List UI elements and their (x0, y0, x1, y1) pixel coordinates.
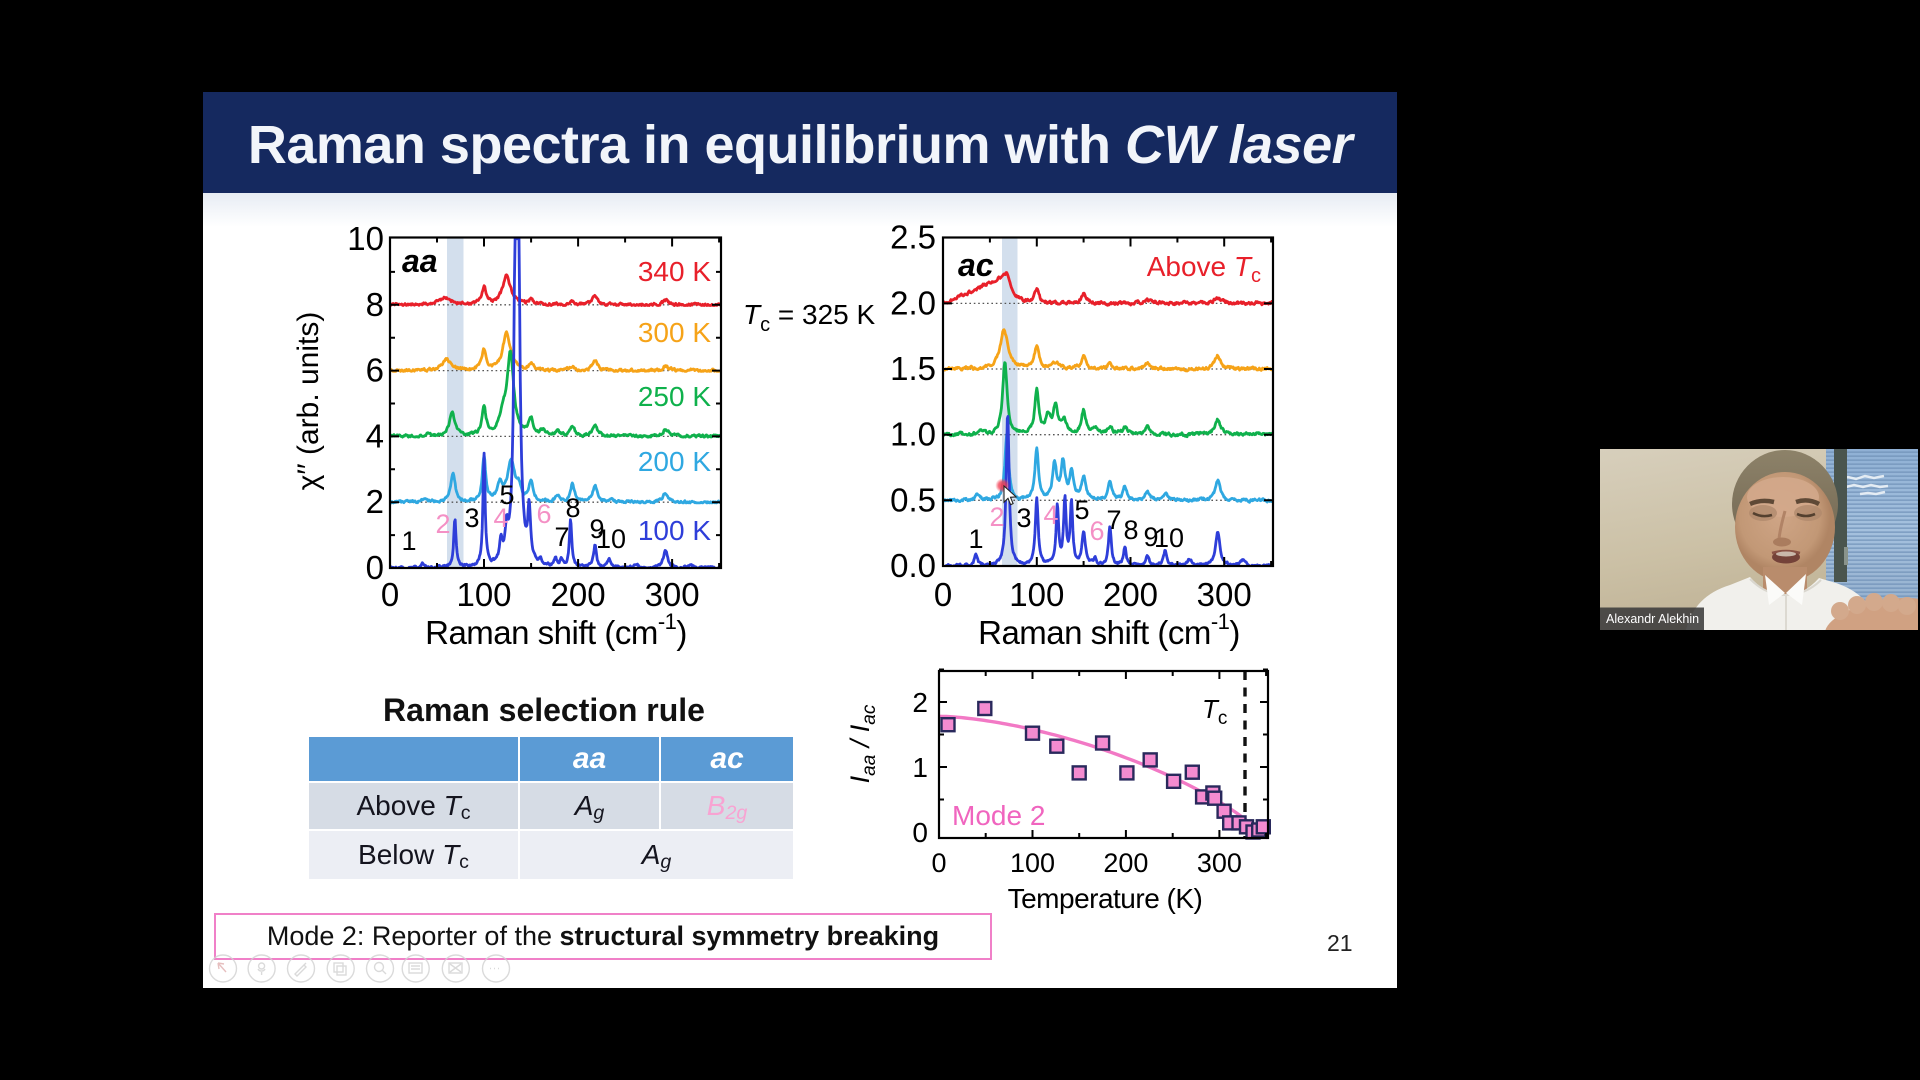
svg-text:0.0: 0.0 (890, 547, 936, 584)
svg-text:300: 300 (1197, 576, 1252, 613)
svg-text:250 K: 250 K (638, 381, 711, 412)
svg-text:8: 8 (565, 493, 580, 523)
svg-text:4: 4 (493, 503, 508, 533)
svg-text:1.5: 1.5 (890, 350, 936, 387)
svg-text:2: 2 (912, 687, 928, 718)
svg-text:Raman shift (cm-1): Raman shift (cm-1) (425, 609, 687, 651)
svg-text:3: 3 (1016, 503, 1031, 533)
svg-text:0: 0 (934, 576, 952, 613)
svg-text:100: 100 (1009, 576, 1064, 613)
svg-text:Raman shift (cm-1): Raman shift (cm-1) (978, 609, 1240, 651)
svg-text:6: 6 (366, 352, 384, 389)
svg-text:10: 10 (347, 220, 384, 257)
svg-text:200: 200 (551, 576, 606, 613)
svg-text:1.0: 1.0 (890, 416, 936, 453)
svg-text:Temperature (K): Temperature (K) (1008, 883, 1203, 914)
svg-text:9: 9 (1143, 522, 1158, 552)
svg-text:Tc: Tc (1202, 694, 1227, 729)
svg-text:5: 5 (1074, 495, 1089, 525)
svg-text:300 K: 300 K (638, 317, 711, 348)
svg-text:100: 100 (1010, 848, 1055, 878)
svg-text:Mode 2: Mode 2 (952, 800, 1045, 831)
svg-text:Tc = 325 K: Tc = 325 K (743, 299, 876, 336)
svg-text:1: 1 (968, 524, 983, 554)
svg-text:10: 10 (596, 524, 626, 554)
svg-text:Alexandr Alekhin: Alexandr Alekhin (1606, 612, 1699, 626)
svg-text:0: 0 (381, 576, 399, 613)
svg-text:0: 0 (366, 549, 384, 586)
svg-text:Iaa / Iac: Iaa / Iac (845, 704, 880, 783)
svg-text:0: 0 (912, 817, 928, 848)
svg-text:8: 8 (366, 286, 384, 323)
svg-text:6: 6 (1089, 516, 1104, 546)
svg-text:300: 300 (645, 576, 700, 613)
svg-text:200 K: 200 K (638, 446, 711, 477)
svg-text:2.0: 2.0 (890, 284, 936, 321)
svg-text:2: 2 (435, 509, 450, 539)
svg-text:100: 100 (456, 576, 511, 613)
svg-text:6: 6 (536, 499, 551, 529)
svg-text:4: 4 (1043, 500, 1058, 530)
svg-text:0.5: 0.5 (890, 481, 936, 518)
svg-text:aa: aa (402, 243, 438, 279)
svg-text:Above Tc: Above Tc (1147, 251, 1261, 287)
svg-text:7: 7 (554, 522, 569, 552)
svg-text:100 K: 100 K (638, 515, 711, 546)
svg-text:1: 1 (401, 526, 416, 556)
svg-text:0: 0 (931, 848, 946, 878)
svg-text:ac: ac (958, 247, 994, 283)
svg-text:2: 2 (989, 502, 1004, 532)
svg-text:7: 7 (1106, 505, 1121, 535)
svg-text:200: 200 (1103, 576, 1158, 613)
svg-text:8: 8 (1123, 515, 1138, 545)
svg-text:2: 2 (366, 483, 384, 520)
svg-text:χ′′ (arb. units): χ′′ (arb. units) (292, 312, 325, 491)
svg-text:1: 1 (912, 752, 928, 783)
svg-text:4: 4 (366, 417, 384, 454)
svg-text:200: 200 (1103, 848, 1148, 878)
svg-text:10: 10 (1154, 523, 1184, 553)
svg-text:9: 9 (589, 514, 604, 544)
svg-text:300: 300 (1197, 848, 1242, 878)
svg-text:3: 3 (464, 503, 479, 533)
svg-text:340 K: 340 K (638, 256, 711, 287)
svg-text:2.5: 2.5 (890, 219, 936, 256)
svg-text:5: 5 (499, 480, 514, 510)
